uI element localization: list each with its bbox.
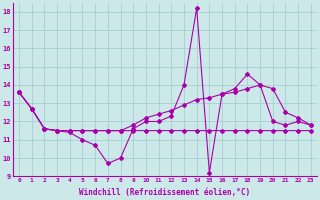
X-axis label: Windchill (Refroidissement éolien,°C): Windchill (Refroidissement éolien,°C) [79,188,251,197]
